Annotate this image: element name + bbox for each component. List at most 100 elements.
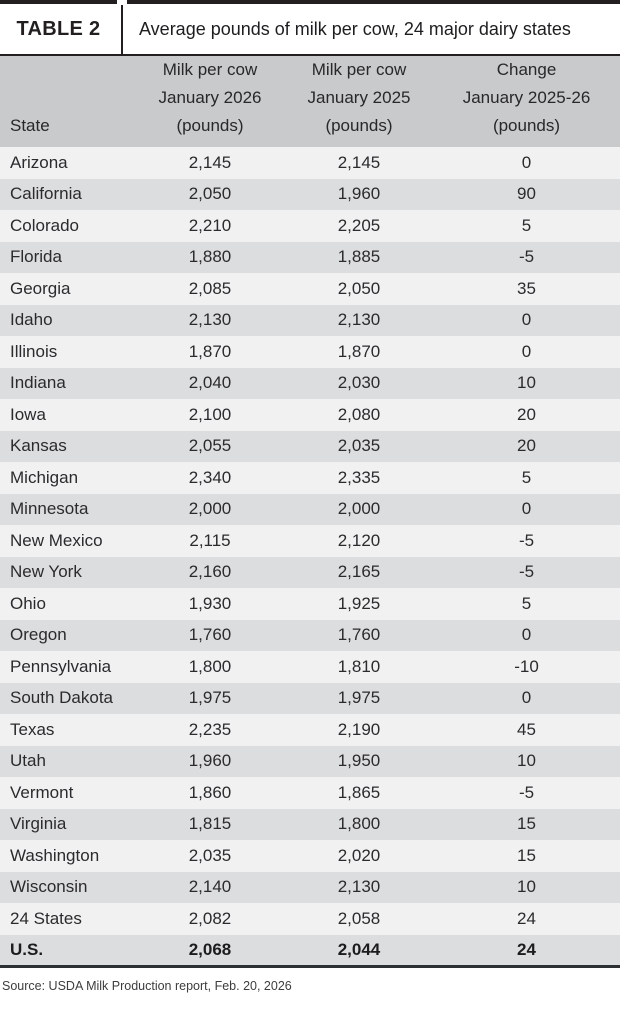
change-cell: 10: [517, 373, 536, 393]
state-cell: Georgia: [10, 278, 71, 298]
header-line: (pounds): [176, 116, 244, 135]
milk-table-figure: TABLE 2 Average pounds of milk per cow, …: [0, 0, 620, 993]
milk-2025-cell: 2,335: [337, 467, 381, 487]
state-cell: Virginia: [10, 814, 67, 834]
milk-2026-cell: 2,130: [188, 310, 232, 330]
state-cell: South Dakota: [10, 688, 114, 708]
header-line: Milk per cow: [162, 60, 258, 79]
state-cell: Arizona: [10, 152, 68, 172]
table-row: Oregon 1,760 1,760 0: [0, 619, 620, 651]
milk-2025-cell: 2,130: [337, 877, 381, 897]
change-cell: 0: [521, 625, 532, 645]
milk-2025-cell: 1,800: [337, 814, 381, 834]
table-row: Ohio 1,930 1,925 5: [0, 588, 620, 620]
table-row: Iowa 2,100 2,080 20: [0, 399, 620, 431]
table-row: Georgia 2,085 2,050 35: [0, 273, 620, 305]
state-cell: U.S.: [10, 939, 44, 959]
change-cell: -5: [518, 247, 535, 267]
state-cell: California: [10, 184, 82, 204]
state-cell: Minnesota: [10, 499, 89, 519]
milk-2025-cell: 1,760: [337, 625, 381, 645]
milk-2026-cell: 1,930: [188, 593, 232, 613]
divider-line: [121, 5, 123, 54]
header-line: January 2025-26: [462, 88, 591, 107]
milk-2026-cell: 1,960: [188, 751, 232, 771]
change-cell: 5: [521, 215, 532, 235]
table-row: Vermont 1,860 1,865 -5: [0, 777, 620, 809]
milk-2026-cell: 1,800: [188, 656, 232, 676]
table-label: TABLE 2: [0, 0, 117, 54]
change-cell: 10: [517, 751, 536, 771]
change-cell: 90: [517, 184, 536, 204]
table-row: Arizona 2,145 2,145 0: [0, 147, 620, 179]
milk-2025-cell: 2,044: [337, 939, 381, 959]
change-cell: 0: [521, 499, 532, 519]
milk-2025-cell: 2,000: [337, 499, 381, 519]
table-row: Michigan 2,340 2,335 5: [0, 462, 620, 494]
milk-2026-cell: 1,975: [188, 688, 232, 708]
change-cell: 20: [517, 436, 536, 456]
table-row: South Dakota 1,975 1,975 0: [0, 682, 620, 714]
table-row: New Mexico 2,115 2,120 -5: [0, 525, 620, 557]
state-cell: 24 States: [10, 908, 82, 928]
table-row: Colorado 2,210 2,205 5: [0, 210, 620, 242]
milk-2025-cell: 2,145: [337, 152, 381, 172]
milk-2026-cell: 1,880: [188, 247, 232, 267]
change-cell: 0: [521, 688, 532, 708]
table-row: 24 States 2,082 2,058 24: [0, 903, 620, 935]
milk-2026-cell: 2,068: [188, 939, 232, 959]
state-cell: Kansas: [10, 436, 67, 456]
milk-2026-cell: 2,340: [188, 467, 232, 487]
state-cell: Indiana: [10, 373, 66, 393]
milk-2025-cell: 2,020: [337, 845, 381, 865]
milk-2025-cell: 2,080: [337, 404, 381, 424]
state-cell: Utah: [10, 751, 46, 771]
state-cell: Iowa: [10, 404, 46, 424]
milk-2025-cell: 2,130: [337, 310, 381, 330]
change-cell: 24: [517, 908, 536, 928]
table-row: Indiana 2,040 2,030 10: [0, 367, 620, 399]
milk-2025-cell: 1,865: [337, 782, 381, 802]
state-cell: Florida: [10, 247, 62, 267]
header-line: (pounds): [492, 116, 561, 135]
milk-2026-cell: 2,085: [188, 278, 232, 298]
table-row: Washington 2,035 2,020 15: [0, 840, 620, 872]
header-row: State Milk per cow January 2026 (pounds)…: [0, 56, 620, 147]
change-cell: -5: [518, 530, 535, 550]
titlebar-divider: [117, 0, 127, 54]
milk-2025-cell: 1,885: [337, 247, 381, 267]
change-cell: 24: [517, 939, 536, 959]
change-cell: -5: [518, 562, 535, 582]
table-body: Arizona 2,145 2,145 0 California 2,050 1,960 90…: [0, 147, 620, 966]
milk-2025-cell: 2,058: [337, 908, 381, 928]
table-row: Kansas 2,055 2,035 20: [0, 430, 620, 462]
milk-2025-cell: 2,120: [337, 530, 381, 550]
change-cell: 0: [521, 341, 532, 361]
milk-per-cow-table: State Milk per cow January 2026 (pounds)…: [0, 56, 620, 968]
milk-2025-cell: 2,030: [337, 373, 381, 393]
change-cell: 10: [517, 877, 536, 897]
table-row: Wisconsin 2,140 2,130 10: [0, 871, 620, 903]
change-cell: -10: [514, 656, 539, 676]
table-row: Idaho 2,130 2,130 0: [0, 304, 620, 336]
milk-2026-cell: 2,140: [188, 877, 232, 897]
milk-2025-cell: 1,950: [337, 751, 381, 771]
state-cell: Wisconsin: [10, 877, 88, 897]
change-cell: -5: [518, 782, 535, 802]
state-cell: Colorado: [10, 215, 79, 235]
table-row: Florida 1,880 1,885 -5: [0, 241, 620, 273]
milk-2026-cell: 2,035: [188, 845, 232, 865]
milk-2026-cell: 1,760: [188, 625, 232, 645]
table-row: New York 2,160 2,165 -5: [0, 556, 620, 588]
table-column-headers: State Milk per cow January 2026 (pounds)…: [0, 56, 620, 147]
state-cell: Michigan: [10, 467, 79, 487]
milk-2026-cell: 2,145: [188, 152, 232, 172]
change-cell: 0: [521, 152, 532, 172]
milk-2025-cell: 2,165: [337, 562, 381, 582]
state-cell: Pennsylvania: [10, 656, 112, 676]
milk-2025-cell: 1,870: [337, 341, 381, 361]
table-row: Utah 1,960 1,950 10: [0, 745, 620, 777]
milk-2025-cell: 2,035: [337, 436, 381, 456]
state-cell: Oregon: [10, 625, 67, 645]
milk-2026-cell: 2,040: [188, 373, 232, 393]
